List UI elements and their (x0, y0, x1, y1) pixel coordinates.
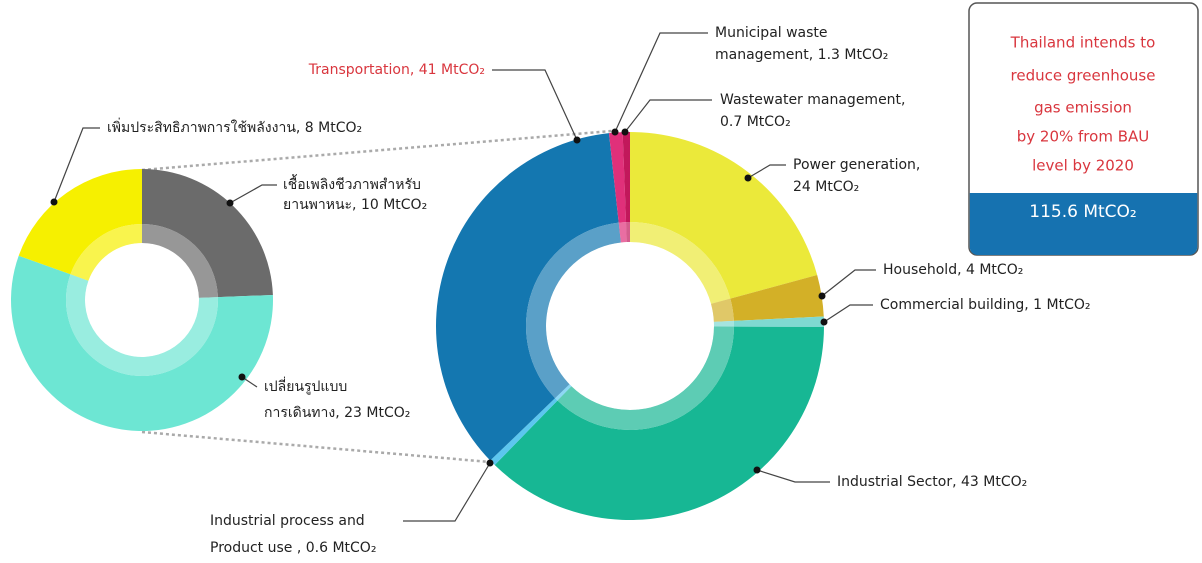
inner-band-tint (142, 224, 218, 298)
donut-inner-band (65, 274, 218, 376)
callout-line: by 20% from BAU (1017, 128, 1149, 146)
donut-inner-band (525, 222, 621, 399)
donut-segment (733, 316, 824, 328)
donut-segment (494, 326, 824, 520)
leader-line (614, 32, 708, 133)
donut-inner-band (142, 224, 218, 298)
donut-inner-band (713, 320, 734, 327)
callout-line: level by 2020 (1032, 157, 1134, 175)
label-line: Power generation, (793, 157, 920, 173)
label-line: management, 1.3 MtCO₂ (715, 47, 888, 63)
segment-label: Industrial process and Product use , 0.6 … (210, 513, 376, 556)
donut-segment (10, 255, 273, 431)
leader-line (624, 99, 712, 133)
label-line: การเดินทาง, 23 MtCO₂ (264, 405, 410, 421)
leader-dot (611, 128, 619, 136)
segment-label: Commercial building, 1 MtCO₂ (880, 297, 1091, 313)
segment-label: เปลี่ยนรูปแบบการเดินทาง, 23 MtCO₂ (264, 377, 410, 421)
donut-inner-band (630, 222, 731, 304)
leader-dot (621, 128, 629, 136)
donut-segment (142, 169, 273, 298)
label-line: Product use , 0.6 MtCO₂ (210, 540, 376, 556)
inner-band-tint (711, 298, 734, 322)
segment-label: Municipal waste management, 1.3 MtCO₂ (715, 25, 888, 63)
leader-line (403, 462, 491, 522)
label-line: ยานพาหนะ, 10 MtCO₂ (283, 197, 427, 213)
label-line: Transportation, 41 MtCO₂ (308, 62, 485, 78)
inner-band-tint (525, 222, 621, 399)
donut-segment (730, 274, 824, 321)
leader-line (821, 269, 876, 297)
callout-line: reduce greenhouse (1011, 67, 1156, 85)
callout-line: gas emission (1034, 99, 1132, 117)
leader-dot (238, 373, 246, 381)
segment-label: เพิ่มประสิทธิภาพการใช้พลังงาน, 8 MtCO₂ (107, 118, 362, 136)
donut-inner-band (626, 222, 630, 243)
segment-label: Wastewater management, 0.7 MtCO₂ (720, 92, 906, 130)
donut-inner-band (555, 384, 572, 401)
segment-label: Transportation, 41 MtCO₂ (308, 62, 485, 78)
callout-box: Thailand intends to reduce greenhouse ga… (968, 2, 1199, 256)
inner-band-tint (70, 224, 142, 281)
leader-dot (744, 174, 752, 182)
leader-dot (573, 136, 581, 144)
donut-segment (630, 132, 818, 299)
leader-line (756, 469, 830, 483)
inner-band-tint (65, 274, 218, 376)
label-line: Industrial Sector, 43 MtCO₂ (837, 474, 1027, 490)
connector (141, 129, 613, 172)
inner-band-tint (618, 222, 627, 243)
label-line: 24 MtCO₂ (793, 179, 859, 195)
leader-line (229, 184, 277, 204)
label-line: เชื้อเพลิงชีวภาพสำหรับ (283, 174, 421, 193)
label-line: เปลี่ยนรูปแบบ (264, 377, 347, 395)
donut-segment (436, 133, 619, 461)
inner-band-tint (713, 320, 734, 327)
label-line: เพิ่มประสิทธิภาพการใช้พลังงาน, 8 MtCO₂ (107, 118, 362, 136)
leader-line (823, 304, 873, 323)
leader-dot (818, 292, 826, 300)
inner-band-tint (626, 222, 630, 243)
leader-dot (50, 198, 58, 206)
label-line: Household, 4 MtCO₂ (883, 262, 1023, 278)
connector (141, 430, 491, 464)
donut-inner-band (70, 224, 142, 281)
leader-dot (486, 459, 494, 467)
inner-band-tint (630, 222, 731, 304)
label-line: Industrial process and (210, 513, 365, 529)
label-line: 0.7 MtCO₂ (720, 114, 791, 130)
donut-inner-band (618, 222, 627, 243)
callout-line: Thailand intends to (1010, 34, 1156, 52)
donut-segment (622, 132, 630, 223)
donut-segment (490, 398, 558, 466)
leader-line (53, 127, 100, 203)
leader-dot (753, 466, 761, 474)
total-label: 115.6 MtCO₂ (1029, 202, 1136, 222)
total-band (969, 193, 1198, 255)
label-line: Municipal waste (715, 25, 828, 41)
donut-segment (608, 132, 627, 223)
segment-label: Industrial Sector, 43 MtCO₂ (837, 474, 1027, 490)
donut-segment (18, 169, 142, 275)
inner-band-tint (557, 326, 734, 430)
segment-label: Power generation, 24 MtCO₂ (793, 157, 920, 195)
leader-dot (820, 318, 828, 326)
donut-inner-band (557, 326, 734, 430)
donut-inner-band (711, 298, 734, 322)
leader-line (492, 69, 578, 141)
leader-dot (226, 199, 234, 207)
segment-label: เชื้อเพลิงชีวภาพสำหรับยานพาหนะ, 10 MtCO₂ (283, 174, 427, 213)
segment-label: Household, 4 MtCO₂ (883, 262, 1023, 278)
label-line: Commercial building, 1 MtCO₂ (880, 297, 1091, 313)
label-line: Wastewater management, (720, 92, 906, 108)
inner-band-tint (555, 384, 572, 401)
leader-line (747, 164, 786, 179)
